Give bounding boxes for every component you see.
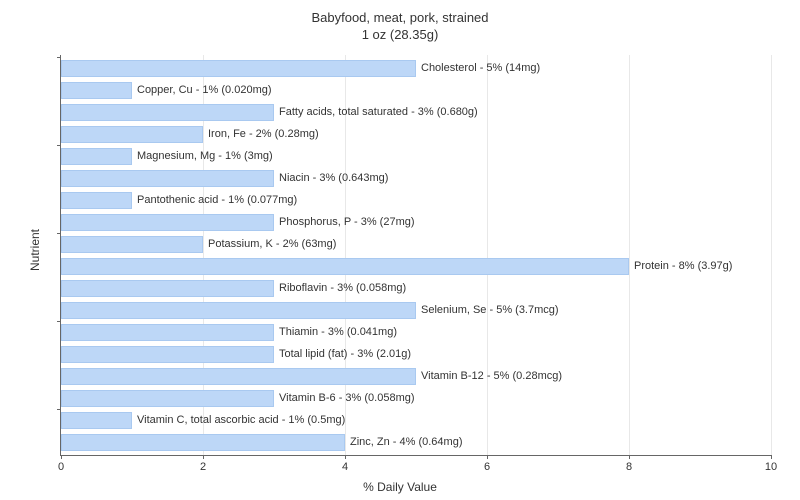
bar (61, 236, 203, 253)
grid-line (771, 55, 772, 455)
bar-label: Vitamin B-12 - 5% (0.28mcg) (421, 368, 562, 385)
x-tick-label: 10 (765, 461, 777, 473)
chart-title: Babyfood, meat, pork, strained 1 oz (28.… (0, 0, 800, 44)
bar-label: Magnesium, Mg - 1% (3mg) (137, 148, 273, 165)
bar-label: Pantothenic acid - 1% (0.077mg) (137, 192, 297, 209)
x-tick-label: 8 (626, 461, 632, 473)
bar (61, 170, 274, 187)
bar (61, 214, 274, 231)
bar-label: Riboflavin - 3% (0.058mg) (279, 280, 406, 297)
y-tick-mark (57, 145, 61, 146)
y-tick-mark (57, 409, 61, 410)
x-tick-label: 6 (484, 461, 490, 473)
bar-label: Potassium, K - 2% (63mg) (208, 236, 336, 253)
bar (61, 324, 274, 341)
bar (61, 82, 132, 99)
bar (61, 368, 416, 385)
x-tick-mark (771, 455, 772, 459)
bar (61, 192, 132, 209)
bar-label: Total lipid (fat) - 3% (2.01g) (279, 346, 411, 363)
bar (61, 258, 629, 275)
bar-label: Cholesterol - 5% (14mg) (421, 60, 540, 77)
x-tick-label: 2 (200, 461, 206, 473)
bar (61, 412, 132, 429)
x-axis-label: % Daily Value (363, 480, 437, 494)
y-tick-mark (57, 321, 61, 322)
bar-label: Selenium, Se - 5% (3.7mcg) (421, 302, 559, 319)
bar-label: Copper, Cu - 1% (0.020mg) (137, 82, 272, 99)
bar (61, 126, 203, 143)
x-tick-mark (345, 455, 346, 459)
grid-line (629, 55, 630, 455)
x-tick-mark (61, 455, 62, 459)
bar (61, 434, 345, 451)
x-tick-label: 4 (342, 461, 348, 473)
x-tick-mark (629, 455, 630, 459)
bar-label: Vitamin B-6 - 3% (0.058mg) (279, 390, 415, 407)
bar (61, 346, 274, 363)
bar-label: Protein - 8% (3.97g) (634, 258, 732, 275)
y-tick-mark (57, 233, 61, 234)
bar-label: Thiamin - 3% (0.041mg) (279, 324, 397, 341)
bar (61, 104, 274, 121)
bar-label: Niacin - 3% (0.643mg) (279, 170, 388, 187)
y-tick-mark (57, 57, 61, 58)
grid-line (487, 55, 488, 455)
bar-label: Zinc, Zn - 4% (0.64mg) (350, 434, 462, 451)
bar-label: Vitamin C, total ascorbic acid - 1% (0.5… (137, 412, 345, 429)
chart-title-line2: 1 oz (28.35g) (0, 27, 800, 44)
x-tick-mark (487, 455, 488, 459)
bar-label: Fatty acids, total saturated - 3% (0.680… (279, 104, 478, 121)
bar-label: Iron, Fe - 2% (0.28mg) (208, 126, 319, 143)
bar-label: Phosphorus, P - 3% (27mg) (279, 214, 415, 231)
y-axis-label: Nutrient (28, 229, 42, 271)
bar (61, 60, 416, 77)
bar (61, 390, 274, 407)
bar (61, 302, 416, 319)
x-tick-mark (203, 455, 204, 459)
chart-title-line1: Babyfood, meat, pork, strained (0, 10, 800, 27)
bar (61, 280, 274, 297)
chart-plot-area: 0246810Cholesterol - 5% (14mg)Copper, Cu… (60, 55, 771, 456)
x-tick-label: 0 (58, 461, 64, 473)
bar (61, 148, 132, 165)
